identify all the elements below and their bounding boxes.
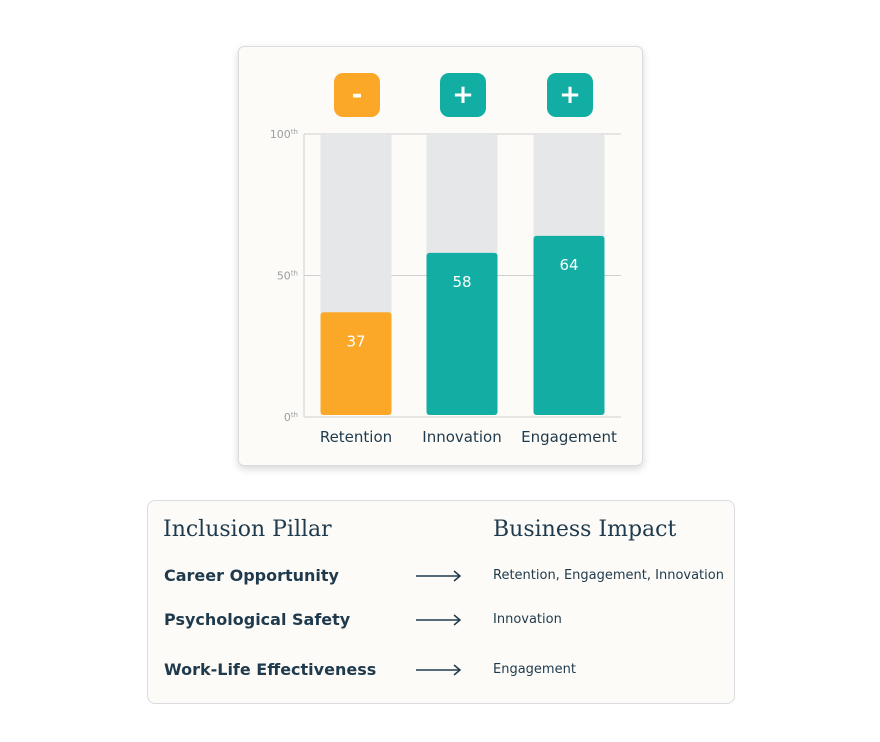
impact-badge-engagement: +: [547, 73, 593, 117]
bar: [320, 312, 392, 415]
impact-label: Engagement: [493, 662, 576, 677]
impact-label: Retention, Engagement, Innovation: [493, 568, 724, 583]
y-tick-label: 50th: [277, 270, 298, 283]
y-tick-label: 0th: [284, 411, 298, 424]
table-row: Career Opportunity Retention, Engagement…: [148, 561, 734, 591]
x-tick-label: Innovation: [422, 428, 501, 446]
bar-value-label: 58: [452, 273, 471, 291]
pillar-label: Psychological Safety: [164, 610, 351, 629]
pillar-label: Career Opportunity: [164, 566, 339, 585]
table-row: Work-Life Effectiveness Engagement: [148, 655, 734, 685]
impact-badge-retention: -: [334, 73, 380, 117]
bar: [426, 252, 498, 415]
arrow-right-icon: [416, 614, 462, 626]
pillar-label: Work-Life Effectiveness: [164, 660, 377, 679]
chart-card: - + + 100th 50th 0th 37 Retention 58 Innovatio…: [238, 46, 643, 466]
arrow-right-icon: [416, 570, 462, 582]
impact-table: Inclusion Pillar Business Impact Career …: [147, 500, 735, 704]
impact-label: Innovation: [493, 612, 562, 627]
column-header-pillar: Inclusion Pillar: [163, 517, 332, 542]
bar-value-label: 37: [346, 332, 365, 350]
x-tick-label: Retention: [320, 428, 392, 446]
bar: [533, 235, 605, 415]
percentile-bar-chart: 100th 50th 0th 37 Retention 58 Innovation 64 Eng…: [270, 128, 621, 446]
y-tick-label: 100th: [270, 128, 298, 141]
x-tick-label: Engagement: [521, 428, 617, 446]
column-header-impact: Business Impact: [493, 517, 677, 542]
bar-value-label: 64: [559, 256, 578, 274]
arrow-right-icon: [416, 664, 462, 676]
impact-badge-innovation: +: [440, 73, 486, 117]
table-row: Psychological Safety Innovation: [148, 605, 734, 635]
